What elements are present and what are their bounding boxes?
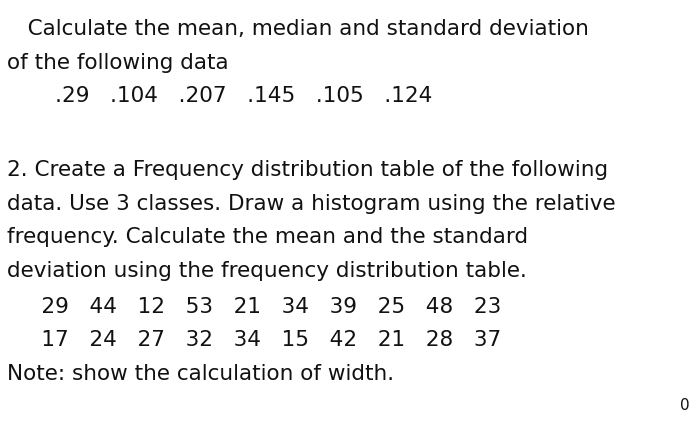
Text: 0: 0: [680, 397, 689, 413]
Text: 29   44   12   53   21   34   39   25   48   23: 29 44 12 53 21 34 39 25 48 23: [7, 297, 501, 317]
Text: Note: show the calculation of width.: Note: show the calculation of width.: [7, 364, 394, 384]
Text: of the following data: of the following data: [7, 53, 229, 73]
Text: data. Use 3 classes. Draw a histogram using the relative: data. Use 3 classes. Draw a histogram us…: [7, 194, 615, 214]
Text: deviation using the frequency distribution table.: deviation using the frequency distributi…: [7, 261, 527, 281]
Text: 17   24   27   32   34   15   42   21   28   37: 17 24 27 32 34 15 42 21 28 37: [7, 330, 501, 351]
Text: 2. Create a Frequency distribution table of the following: 2. Create a Frequency distribution table…: [7, 160, 608, 180]
Text: Calculate the mean, median and standard deviation: Calculate the mean, median and standard …: [7, 19, 589, 39]
Text: frequency. Calculate the mean and the standard: frequency. Calculate the mean and the st…: [7, 227, 528, 248]
Text: .29   .104   .207   .145   .105   .124: .29 .104 .207 .145 .105 .124: [7, 86, 433, 107]
